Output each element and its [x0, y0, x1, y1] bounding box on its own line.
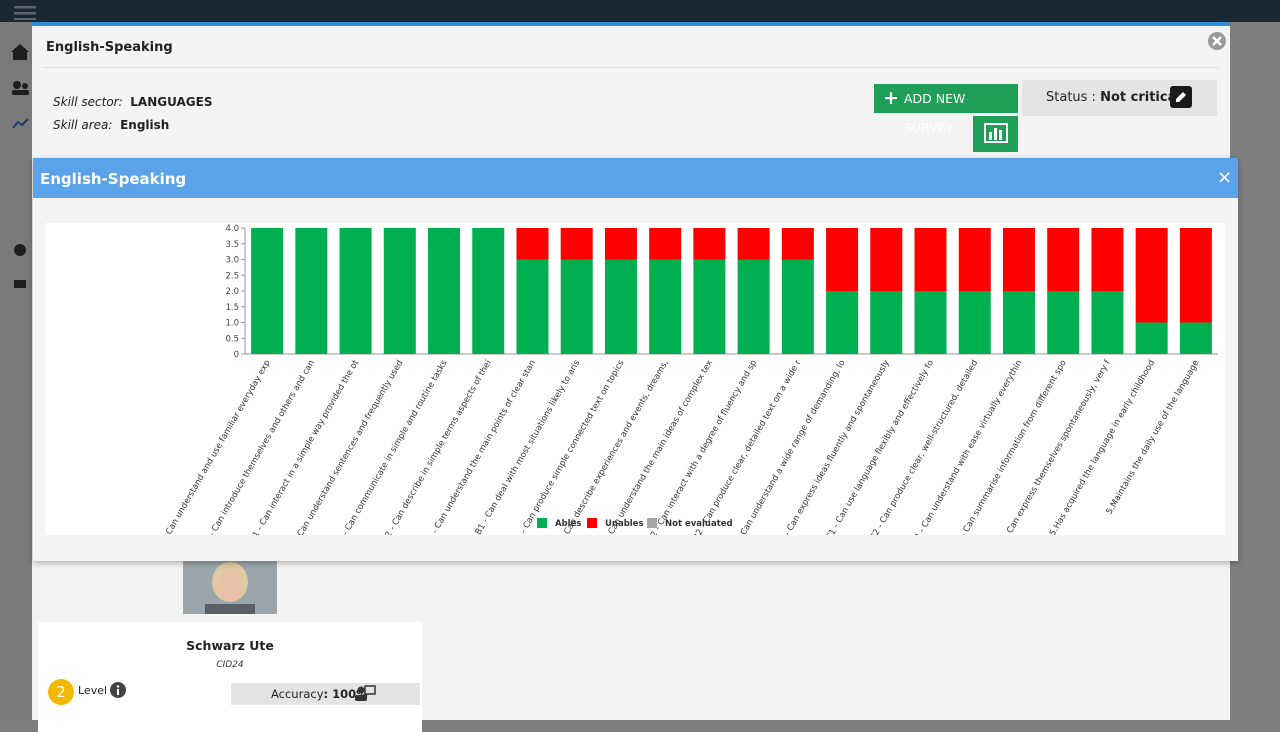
skill-sector: Skill sector: LANGUAGES — [53, 95, 212, 109]
bar-segment — [737, 259, 770, 354]
chart-modal: English-Speaking × 0 0.5 1.0 1.5 2.0 2.5 3.0 3.… — [33, 158, 1238, 561]
bar-segment — [914, 291, 947, 354]
y-tick-label: 3.5 — [225, 240, 239, 250]
bar-segment — [295, 228, 328, 354]
accuracy-icon — [355, 685, 376, 701]
y-tick-label: 3.0 — [225, 256, 239, 266]
top-bar — [0, 0, 1280, 22]
bar-segment — [781, 259, 814, 354]
bar-segment — [958, 228, 991, 291]
bar-segment — [516, 259, 549, 354]
photo-art — [183, 560, 277, 614]
legend-label: Unables — [605, 519, 644, 529]
y-tick-label: 0.5 — [225, 334, 239, 344]
legend-label: Ables — [555, 519, 581, 529]
bar-segment — [870, 228, 903, 291]
bar-segment — [560, 259, 593, 354]
add-survey-button[interactable]: + ADD NEW SURVEY — [874, 84, 1018, 135]
status-box: Status : Not critical — [1022, 80, 1217, 116]
legend-label: Not evaluated — [665, 519, 733, 529]
legend-swatch — [537, 518, 547, 528]
modal-title: English-Speaking — [46, 40, 173, 55]
profile-photo — [183, 560, 277, 614]
bar-segment — [383, 228, 416, 354]
label: Skill sector: — [53, 95, 123, 109]
bar-segment — [649, 228, 682, 260]
y-tick-label: 4.0 — [225, 224, 239, 234]
level-badge: 2 — [48, 679, 74, 705]
plus-icon: + — [883, 87, 899, 109]
chart-modal-header: English-Speaking × — [33, 158, 1238, 198]
bar-segment — [826, 291, 859, 354]
bar-segment — [781, 228, 814, 260]
bar-segment — [914, 228, 947, 291]
bar-segment — [604, 228, 637, 260]
y-tick-label: 1.0 — [225, 319, 239, 329]
bar-segment — [1179, 228, 1212, 323]
bar-segment — [649, 259, 682, 354]
y-tick-label: 2.0 — [225, 287, 239, 297]
bar-segment — [826, 228, 859, 291]
bar-segment — [958, 291, 991, 354]
value: English — [120, 118, 170, 132]
bar-segment — [604, 259, 637, 354]
x-tick-label: 2.A1 - Can understand and use familiar e… — [150, 359, 272, 536]
button-label: ADD NEW SURVEY — [904, 91, 966, 135]
bar-segment — [1047, 228, 1080, 291]
status-value: Not critical — [1100, 90, 1181, 105]
info-icon[interactable] — [109, 681, 127, 699]
y-tick-label: 1.5 — [225, 303, 239, 313]
accuracy-box: Accuracy: 100% — [231, 683, 420, 705]
bar-segment — [472, 228, 505, 354]
legend-swatch — [647, 518, 657, 528]
profile-card: Schwarz Ute CID24 2 Level Accuracy: 100% — [38, 622, 422, 732]
y-tick-label: 2.5 — [225, 271, 239, 281]
edit-button[interactable] — [1170, 86, 1192, 108]
chart-modal-title: English-Speaking — [40, 170, 187, 188]
y-tick-label: 0 — [234, 350, 239, 360]
chart-button[interactable] — [973, 116, 1018, 152]
legend-swatch — [587, 518, 597, 528]
bar-segment — [870, 291, 903, 354]
sidebar — [0, 22, 32, 720]
bar-segment — [1002, 291, 1035, 354]
x-tick-label: 5.Maintains the daily use of the languag… — [1105, 359, 1202, 517]
bar-segment — [339, 228, 372, 354]
divider — [44, 67, 1218, 68]
close-button[interactable] — [1207, 31, 1227, 51]
accuracy-label: Accuracy — [271, 687, 324, 701]
chart-icon — [984, 123, 1008, 143]
bar-segment — [1002, 228, 1035, 291]
sidebar-icons — [11, 44, 29, 288]
bar-segment — [1091, 291, 1124, 354]
skill-area: Skill area: English — [53, 118, 169, 132]
bar-segment — [693, 228, 726, 260]
bar-segment — [737, 228, 770, 260]
bar-segment — [516, 228, 549, 260]
profile-cid: CID24 — [216, 660, 244, 670]
status-label: Status : — [1046, 90, 1096, 105]
bar-segment — [1135, 322, 1168, 354]
value: LANGUAGES — [130, 95, 213, 109]
menu-icon[interactable] — [14, 6, 36, 20]
bar-segment — [1179, 322, 1212, 354]
bar-segment — [1047, 291, 1080, 354]
chart: 0 0.5 1.0 1.5 2.0 2.5 3.0 3.5 4.0 2.A1 - Can unde… — [45, 223, 1225, 535]
profile-name: Schwarz Ute — [186, 638, 274, 653]
bar-segment — [1091, 228, 1124, 291]
bar-segment — [560, 228, 593, 260]
bar-segment — [428, 228, 461, 354]
level-label: Level — [78, 684, 108, 697]
bar-segment — [693, 259, 726, 354]
bar-segment — [251, 228, 284, 354]
label: Skill area: — [53, 118, 113, 132]
chart-close-button[interactable]: × — [1217, 167, 1233, 188]
bar-segment — [1135, 228, 1168, 323]
